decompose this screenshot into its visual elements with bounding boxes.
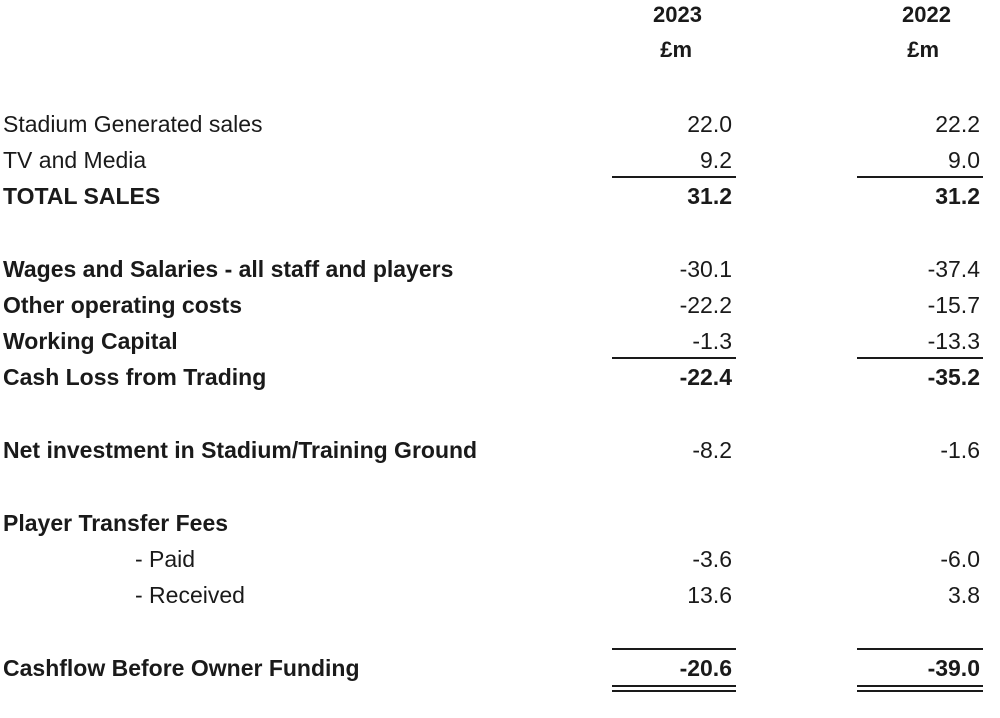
value-2022: -35.2 <box>927 364 980 390</box>
value-2022: -13.3 <box>927 328 980 354</box>
row-player-transfer-fees: Player Transfer Fees <box>0 508 1000 538</box>
value-2022: -39.0 <box>927 655 980 681</box>
row-label: Net investment in Stadium/Training Groun… <box>3 437 478 463</box>
row-net-investment: Net investment in Stadium/Training Groun… <box>0 435 1000 465</box>
row-label: TV and Media <box>3 147 147 173</box>
row-working-capital: Working Capital -1.3 -13.3 <box>0 326 1000 356</box>
row-label: Other operating costs <box>3 292 242 318</box>
value-2022: -15.7 <box>927 292 980 318</box>
row-label: Cash Loss from Trading <box>3 364 267 390</box>
value-2023: -30.1 <box>679 256 732 282</box>
subtotal-rule-2023 <box>612 176 736 178</box>
value-2023: -22.2 <box>679 292 732 318</box>
value-2023: 13.6 <box>687 582 732 608</box>
value-2023: 9.2 <box>700 147 732 173</box>
value-2023: -22.4 <box>679 364 732 390</box>
row-cashflow-before-owner-funding: Cashflow Before Owner Funding -20.6 -39.… <box>0 653 1000 683</box>
header-unit-2022: £m <box>907 37 939 62</box>
value-2022: 9.0 <box>948 147 980 173</box>
row-stadium-generated-sales: Stadium Generated sales 22.0 22.2 <box>0 109 1000 139</box>
subtotal-rule-2023 <box>612 357 736 359</box>
value-2023: 22.0 <box>687 111 732 137</box>
subtotal-rule-2022 <box>857 176 983 178</box>
row-total-sales: TOTAL SALES 31.2 31.2 <box>0 181 1000 211</box>
row-wages-and-salaries: Wages and Salaries - all staff and playe… <box>0 254 1000 284</box>
value-2022: 3.8 <box>948 582 980 608</box>
row-cash-loss-from-trading: Cash Loss from Trading -22.4 -35.2 <box>0 362 1000 392</box>
value-2023: -3.6 <box>692 546 732 572</box>
row-label: Cashflow Before Owner Funding <box>3 655 360 681</box>
row-label: Working Capital <box>3 328 178 354</box>
value-2023: -20.6 <box>679 655 732 681</box>
header-year-2022: 2022 <box>902 2 951 27</box>
row-label: - Paid <box>135 546 196 572</box>
double-underline-2022 <box>857 685 983 692</box>
row-label: - Received <box>135 582 245 608</box>
value-2023: 31.2 <box>687 183 732 209</box>
value-2022: 31.2 <box>935 183 980 209</box>
row-tv-and-media: TV and Media 9.2 9.0 <box>0 145 1000 175</box>
header-unit-2023: £m <box>660 37 692 62</box>
row-other-operating-costs: Other operating costs -22.2 -15.7 <box>0 290 1000 320</box>
header-year-2023: 2023 <box>653 2 702 27</box>
row-label: TOTAL SALES <box>3 183 161 209</box>
value-2023: -8.2 <box>692 437 732 463</box>
row-transfer-paid: - Paid -3.6 -6.0 <box>0 544 1000 574</box>
value-2023: -1.3 <box>692 328 732 354</box>
total-rule-2023 <box>612 648 736 650</box>
double-underline-2023 <box>612 685 736 692</box>
row-label: Stadium Generated sales <box>3 111 263 137</box>
value-2022: 22.2 <box>935 111 980 137</box>
value-2022: -6.0 <box>940 546 980 572</box>
subtotal-rule-2022 <box>857 357 983 359</box>
value-2022: -1.6 <box>940 437 980 463</box>
total-rule-2022 <box>857 648 983 650</box>
row-label: Player Transfer Fees <box>3 510 229 536</box>
row-transfer-received: - Received 13.6 3.8 <box>0 580 1000 610</box>
row-label: Wages and Salaries - all staff and playe… <box>3 256 454 282</box>
value-2022: -37.4 <box>927 256 980 282</box>
